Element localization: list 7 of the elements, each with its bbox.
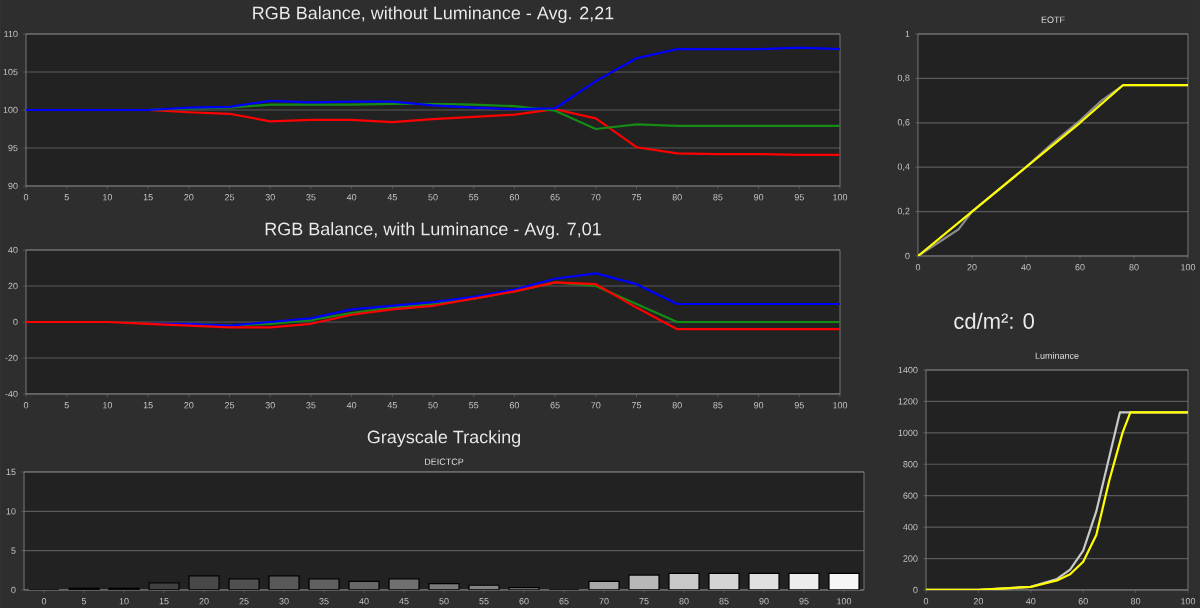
bar [588, 580, 620, 590]
text: cd/m²: 0 [954, 312, 1034, 329]
bar [628, 574, 660, 590]
chart-title: Grayscale Tracking [367, 430, 521, 447]
chart-title: RGB Balance, with Luminance - Avg. 7,01 [265, 222, 601, 239]
bar [428, 583, 460, 590]
chart-title: RGB Balance, without Luminance - Avg. 2,21 [253, 6, 614, 23]
